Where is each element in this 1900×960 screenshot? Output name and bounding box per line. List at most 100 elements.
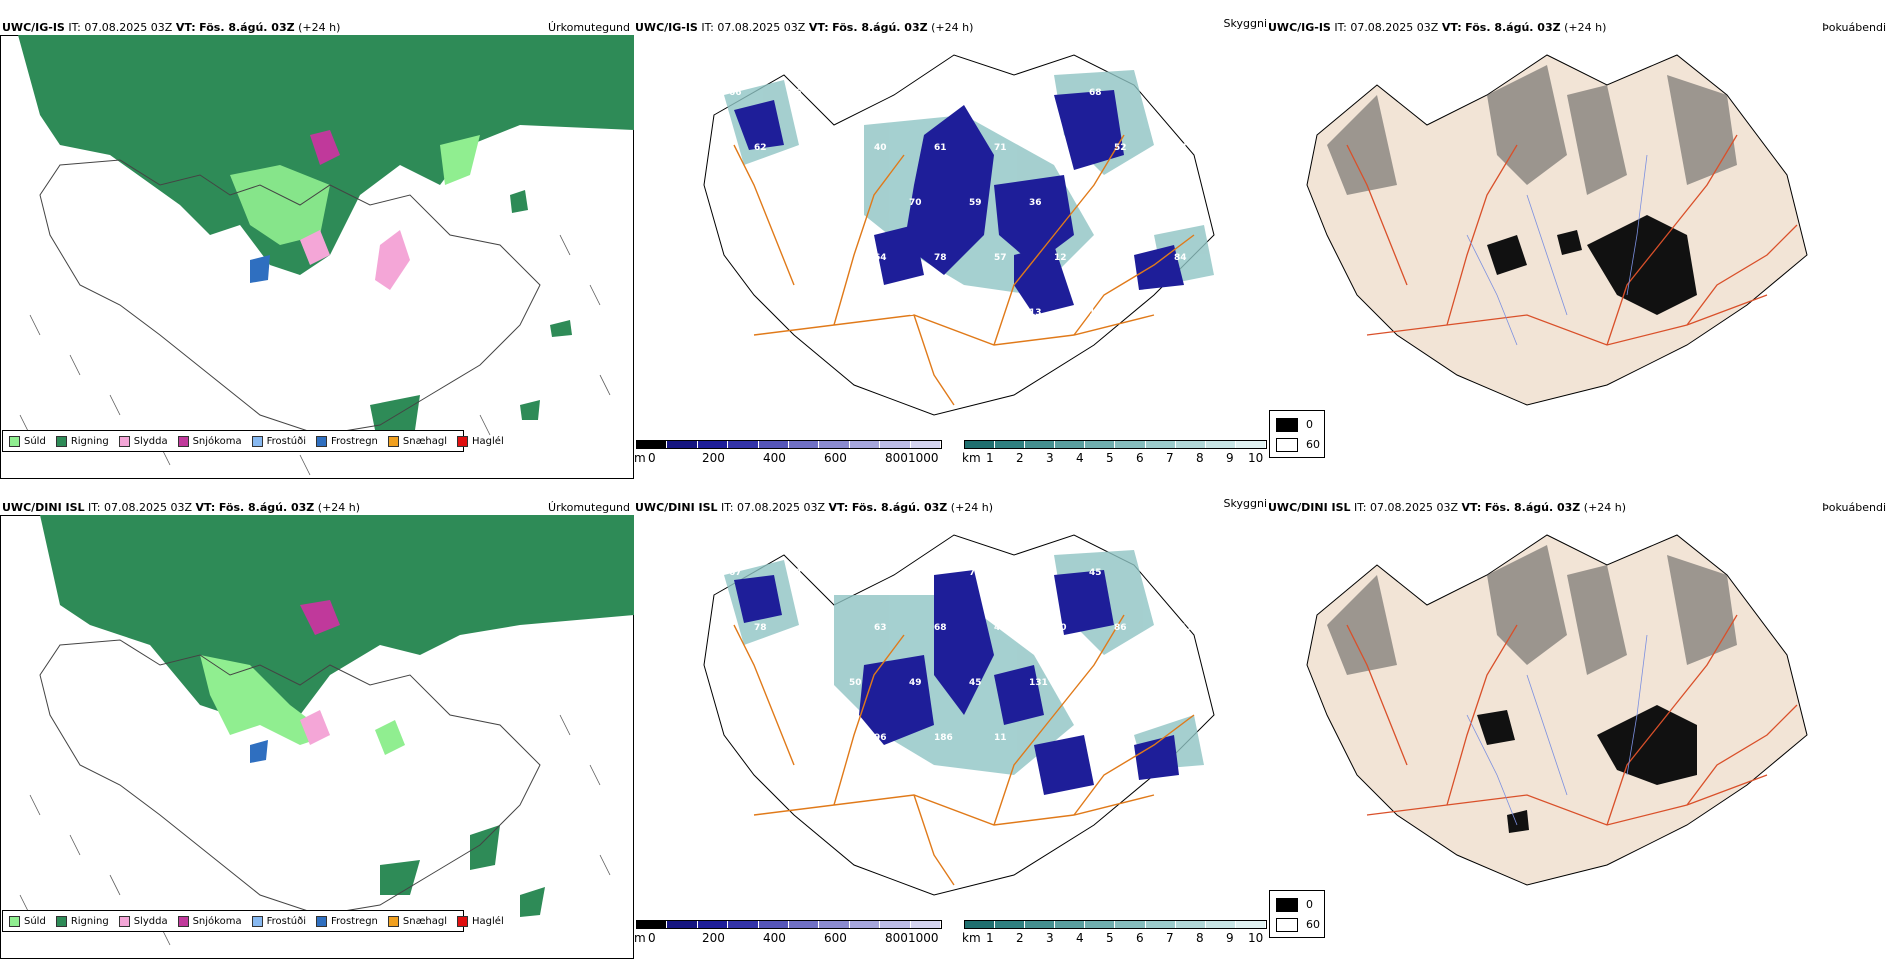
tick-label: 10 (1248, 931, 1264, 945)
visibility-unit: km (962, 451, 981, 465)
cloud-base-value: 90 (1054, 623, 1067, 633)
cloud-base-value: 49 (909, 678, 922, 688)
tick-label: 800 (885, 931, 908, 945)
cloud-base-value: 72 (814, 623, 827, 633)
panel-type: Þokuábendi (1822, 21, 1886, 34)
tick-label: 3 (1046, 931, 1054, 945)
tick-label: 0 (648, 931, 656, 945)
init-time: IT: 07.08.2025 03Z (721, 501, 826, 514)
init-time: IT: 07.08.2025 03Z (1354, 501, 1459, 514)
tick-label: 6 (1136, 451, 1144, 465)
cloud-base-value: 36 (1029, 198, 1042, 208)
fog-legend-min: 0 (1306, 418, 1313, 431)
visibility-colorbar: km 1 2 3 4 5 6 7 8 9 10 (962, 920, 1267, 946)
init-time: IT: 07.08.2025 03Z (701, 21, 806, 34)
cloud-base-value: 67 (729, 568, 742, 578)
tick-label: 200 (702, 931, 725, 945)
cloud-base-value: 79 (1089, 678, 1102, 688)
panel-title: UWC/IG-IS IT: 07.08.2025 03Z VT: Fös. 8.… (635, 21, 973, 35)
cloud-base-value: 49 (1149, 198, 1162, 208)
cloud-base-value: 59 (789, 198, 802, 208)
legend-item: Slydda (118, 435, 168, 447)
cloud-base-value: 76 (969, 568, 982, 578)
precip-legend: Súld Rigning Slydda Snjókoma Frostúði Fr… (2, 430, 504, 452)
tick-label: 800 (885, 451, 908, 465)
cloud-base-value: 51 (789, 308, 802, 318)
valid-time: Fös. 8.ágú. 03Z (199, 21, 295, 34)
valid-label: VT: (1441, 21, 1462, 34)
cloud-base-colorbar: m 0 200 400 600 800 1000 (634, 920, 942, 946)
tick-label: 0 (648, 451, 656, 465)
tick-label: 1000 (908, 451, 939, 465)
legend-item: Rigning (55, 435, 109, 447)
cloud-base-value: 86 (1114, 623, 1127, 633)
cloud-base-colorbar: m 0 200 400 600 800 1000 (634, 440, 942, 466)
legend-item: Frostúði (251, 435, 306, 447)
cloud-label-group: 66 56 65 81 63 81 68 47 62 51 40 61 71 44 52 77 66 59 56 70… (729, 88, 1187, 318)
panel-title: UWC/DINI ISL IT: 07.08.2025 03Z VT: Fös.… (2, 501, 360, 515)
panel-type: Þokuábendi (1822, 501, 1886, 514)
cloud-base-value: 68 (934, 623, 947, 633)
precip-map (0, 515, 634, 959)
precip-legend: Súld Rigning Slydda Snjókoma Frostúði Fr… (2, 910, 504, 932)
model-name: UWC/DINI ISL (2, 501, 85, 514)
cloud-base-value: 81 (754, 253, 767, 263)
legend-item: Frostregn (316, 435, 378, 447)
cloud-base-unit: m (634, 931, 646, 945)
tick-label: 200 (702, 451, 725, 465)
legend-item: Rigning (55, 915, 109, 927)
cloud-base-value: 12 (1054, 253, 1067, 263)
cloud-base-value: 61 (934, 143, 947, 153)
cloud-panel-bottom: UWC/DINI ISL IT: 07.08.2025 03Z VT: Fös.… (634, 495, 1267, 945)
cloud-base-value: 62 (754, 143, 767, 153)
cloud-base-value: 64 (874, 253, 887, 263)
cloud-base-value: 68 (1089, 88, 1102, 98)
valid-label: VT: (808, 21, 829, 34)
lead-time: (+24 h) (298, 21, 341, 34)
fog-legend-min: 0 (1306, 898, 1313, 911)
lead-time: (+24 h) (1564, 21, 1607, 34)
cloud-base-value: 58 (789, 678, 802, 688)
tick-label: 6 (1136, 931, 1144, 945)
cloud-base-value: 45 (1089, 568, 1102, 578)
tick-label: 400 (763, 931, 786, 945)
cloud-base-value: 144 (1149, 678, 1168, 688)
cloud-base-value: 81 (1029, 88, 1042, 98)
valid-time: Fös. 8.ágú. 03Z (832, 21, 928, 34)
tick-label: 1000 (908, 931, 939, 945)
panel-type: Skyggni (1223, 17, 1267, 30)
cloud-base-unit: m (634, 451, 646, 465)
precip-panel-top: UWC/IG-IS IT: 07.08.2025 03Z VT: Fös. 8.… (0, 15, 634, 479)
legend-item: Slydda (118, 915, 168, 927)
model-name: UWC/IG-IS (2, 21, 65, 34)
fog-panel-top: UWC/IG-IS IT: 07.08.2025 03Z VT: Fös. 8.… (1267, 15, 1900, 465)
precip-map (0, 35, 634, 479)
cloud-base-value: 59 (969, 198, 982, 208)
legend-item: Súld (9, 915, 46, 927)
tick-label: 7 (1166, 931, 1174, 945)
legend-item: Snjókoma (177, 915, 242, 927)
cloud-base-value: 50 (849, 678, 862, 688)
cloud-base-value: 51 (814, 143, 827, 153)
valid-label: VT: (828, 501, 849, 514)
cloud-base-value: 117 (1174, 623, 1193, 633)
lead-time: (+24 h) (931, 21, 974, 34)
precip-panel-bottom: UWC/DINI ISL IT: 07.08.2025 03Z VT: Fös.… (0, 495, 634, 959)
cloud-map: 67 52 79 82 76 54 45 61 78 72 63 68 48 90 86 117 59 58 50 4… (703, 534, 1215, 896)
valid-label: VT: (195, 501, 216, 514)
cloud-base-value: 63 (969, 88, 982, 98)
tick-label: 2 (1016, 451, 1024, 465)
fog-panel-bottom: UWC/DINI ISL IT: 07.08.2025 03Z VT: Fös.… (1267, 495, 1900, 945)
cloud-base-value: 94 (909, 308, 922, 318)
cloud-base-value: 186 (934, 733, 953, 743)
cloud-base-value: 47 (1149, 88, 1162, 98)
cloud-base-value: 45 (969, 678, 982, 688)
tick-label: 1 (986, 451, 994, 465)
cloud-base-value: 66 (729, 198, 742, 208)
legend-item: Snæhagl (387, 915, 447, 927)
cloud-base-value: 56 (849, 198, 862, 208)
cloud-base-value: 48 (994, 623, 1007, 633)
valid-time: Fös. 8.ágú. 03Z (851, 501, 948, 514)
tick-label: 8 (1196, 931, 1204, 945)
cloud-base-value: 65 (849, 88, 862, 98)
